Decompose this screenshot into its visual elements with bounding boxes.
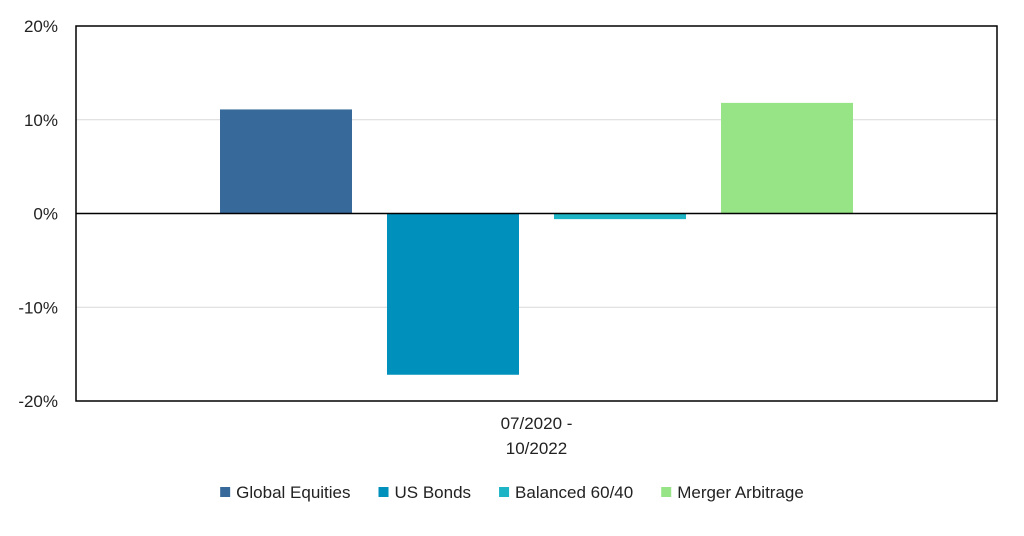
legend-label-global-equities: Global Equities: [236, 483, 350, 502]
y-tick-label: 10%: [24, 111, 58, 130]
x-category-label-line: 10/2022: [506, 439, 567, 458]
legend-swatch-balanced-60-40: [499, 487, 510, 497]
bar-us-bonds: [387, 213, 519, 375]
y-tick-label: -10%: [18, 298, 58, 317]
x-category-label: 07/2020 - 10/2022: [501, 414, 573, 458]
plot-border: [75, 25, 998, 402]
legend-label-balanced-60-40: Balanced 60/40: [515, 483, 633, 502]
legend: Global Equities US Bonds Balanced 60/40 Mer…: [220, 483, 804, 502]
legend-swatch-merger-arbitrage: [661, 487, 672, 497]
axis-labels: 20% 10% 0% -10% -20% 07/2020 - 10/2022: [18, 17, 572, 458]
y-tick-label: -20%: [18, 392, 58, 411]
bar-balanced-60-40: [554, 213, 686, 220]
legend-label-us-bonds: US Bonds: [395, 483, 472, 502]
bar-global-equities: [220, 109, 352, 214]
legend-swatch-us-bonds: [378, 487, 389, 497]
bar-merger-arbitrage: [721, 102, 853, 214]
legend-label-merger-arbitrage: Merger Arbitrage: [677, 483, 804, 502]
axes: [75, 25, 998, 402]
y-tick-label: 0%: [33, 205, 58, 224]
y-tick-label: 20%: [24, 17, 58, 36]
legend-swatch-global-equities: [220, 487, 231, 497]
bars: [220, 102, 853, 375]
x-category-label-line: 07/2020 -: [501, 414, 573, 433]
